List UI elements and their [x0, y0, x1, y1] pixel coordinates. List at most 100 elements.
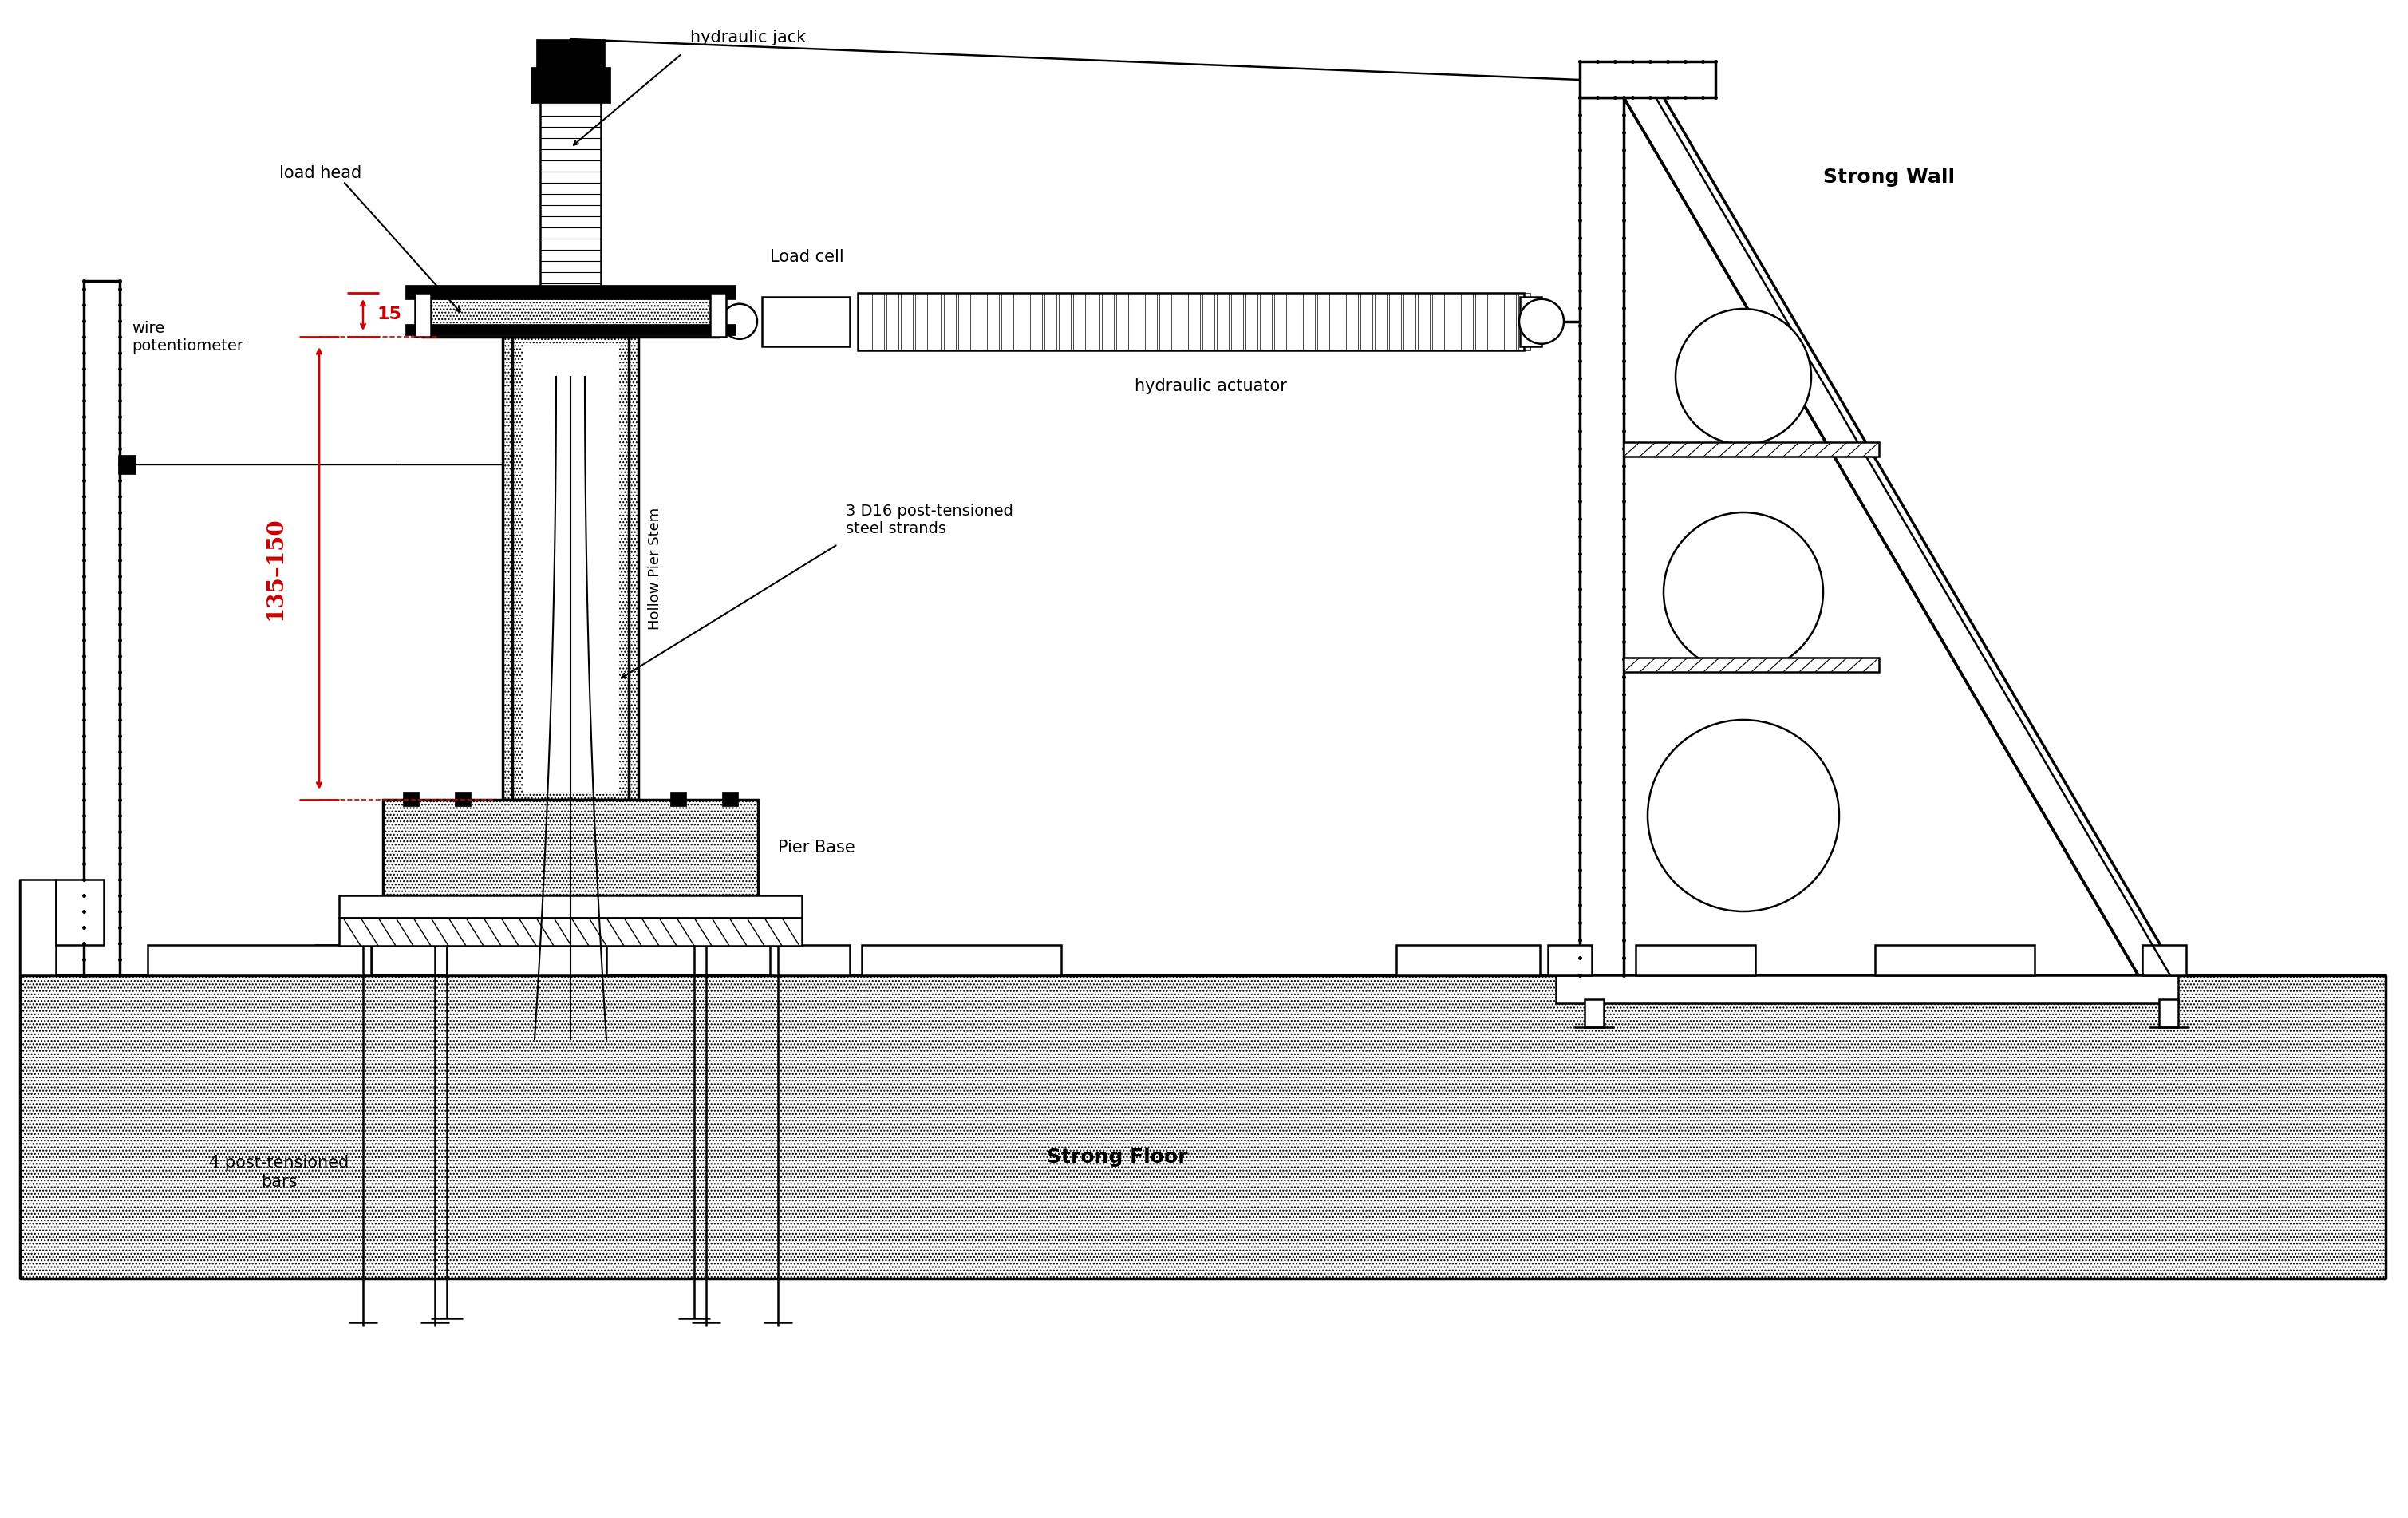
Bar: [1623, 657, 1878, 672]
Bar: [1031, 293, 1043, 351]
Bar: [1505, 293, 1517, 351]
Bar: [1876, 946, 2035, 975]
Bar: [1397, 946, 1539, 975]
Bar: [1103, 293, 1115, 351]
Bar: [1375, 293, 1387, 351]
Bar: [771, 946, 850, 975]
Bar: [1519, 296, 1541, 346]
Bar: [424, 293, 718, 337]
Circle shape: [1519, 299, 1563, 343]
Bar: [1202, 293, 1214, 351]
Bar: [1389, 293, 1401, 351]
Bar: [1230, 293, 1243, 351]
Bar: [944, 293, 956, 351]
Bar: [448, 946, 607, 975]
Text: 4 post-tensioned
bars: 4 post-tensioned bars: [209, 1155, 349, 1190]
Bar: [523, 345, 619, 792]
Bar: [1635, 946, 1755, 975]
Bar: [1002, 293, 1014, 351]
Bar: [55, 879, 104, 946]
Bar: [1519, 293, 1531, 351]
Bar: [987, 293, 999, 351]
Bar: [118, 455, 135, 474]
Bar: [1187, 293, 1199, 351]
Bar: [1303, 293, 1315, 351]
Bar: [973, 293, 985, 351]
Bar: [19, 879, 55, 975]
Bar: [315, 946, 371, 975]
Bar: [503, 337, 638, 800]
Bar: [1447, 293, 1459, 351]
Bar: [1060, 293, 1072, 351]
Bar: [1404, 293, 1416, 351]
Text: Hollow Pier Stem: Hollow Pier Stem: [648, 507, 662, 630]
Bar: [405, 285, 737, 299]
Bar: [147, 946, 371, 975]
Bar: [340, 896, 802, 918]
Bar: [455, 792, 470, 806]
Bar: [1584, 999, 1604, 1028]
Circle shape: [1647, 720, 1840, 911]
Text: hydraulic actuator: hydraulic actuator: [1134, 378, 1286, 395]
Text: Strong Wall: Strong Wall: [1823, 167, 1955, 187]
Text: 135–150: 135–150: [265, 516, 287, 619]
Bar: [405, 323, 737, 335]
Bar: [901, 293, 913, 351]
Bar: [1158, 293, 1170, 351]
Bar: [1346, 293, 1358, 351]
Bar: [857, 293, 869, 351]
Bar: [1556, 975, 2179, 1003]
Bar: [1548, 946, 1592, 975]
Bar: [1016, 293, 1028, 351]
Bar: [1216, 293, 1228, 351]
Polygon shape: [1623, 97, 2179, 975]
Bar: [1259, 293, 1271, 351]
Text: 3 D16 post-tensioned
steel strands: 3 D16 post-tensioned steel strands: [845, 504, 1014, 536]
Circle shape: [722, 304, 756, 339]
Bar: [1317, 293, 1329, 351]
Bar: [1433, 293, 1445, 351]
Bar: [1117, 293, 1129, 351]
Bar: [2160, 999, 2179, 1028]
Bar: [1491, 293, 1503, 351]
Circle shape: [1676, 308, 1811, 445]
Bar: [872, 293, 884, 351]
Bar: [1088, 293, 1100, 351]
Bar: [539, 85, 602, 293]
Bar: [1580, 61, 1714, 97]
Bar: [886, 293, 898, 351]
Bar: [1332, 293, 1344, 351]
Text: wire
potentiometer: wire potentiometer: [132, 320, 243, 354]
Circle shape: [1664, 513, 1823, 672]
Bar: [1132, 293, 1141, 351]
Bar: [1288, 293, 1300, 351]
Bar: [761, 296, 850, 346]
Bar: [19, 975, 2386, 1278]
Bar: [1074, 293, 1086, 351]
Bar: [862, 946, 1062, 975]
Bar: [857, 293, 1524, 351]
Text: Load cell: Load cell: [771, 249, 843, 264]
Bar: [710, 293, 727, 337]
Bar: [1173, 293, 1185, 351]
Bar: [1462, 293, 1474, 351]
Bar: [929, 293, 942, 351]
Bar: [722, 792, 737, 806]
Bar: [1045, 293, 1057, 351]
Bar: [1361, 293, 1373, 351]
Bar: [84, 281, 120, 975]
Bar: [383, 800, 759, 896]
Bar: [1418, 293, 1430, 351]
Bar: [1580, 97, 1623, 975]
Bar: [915, 293, 927, 351]
Bar: [537, 39, 604, 67]
Bar: [669, 792, 686, 806]
Bar: [2143, 946, 2186, 975]
Text: hydraulic jack: hydraulic jack: [691, 29, 807, 46]
Text: 15: 15: [378, 307, 402, 323]
Bar: [1623, 442, 1878, 457]
Bar: [414, 293, 431, 337]
Bar: [1245, 293, 1257, 351]
Bar: [402, 792, 419, 806]
Text: load head: load head: [279, 165, 361, 181]
